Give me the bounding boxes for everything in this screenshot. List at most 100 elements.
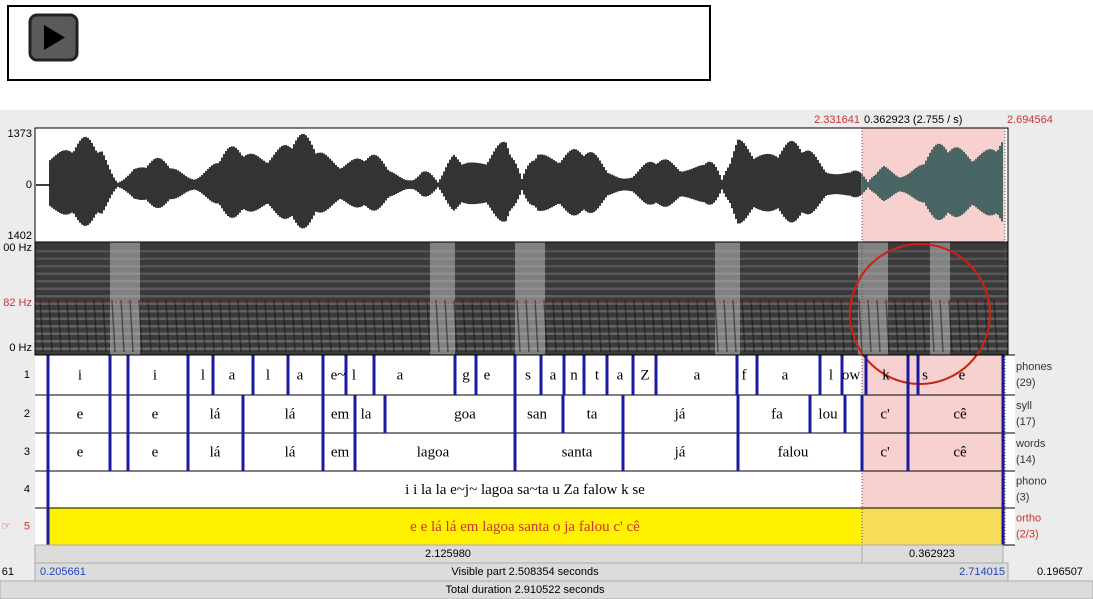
spectrogram-cursor: 82 Hz bbox=[3, 297, 32, 309]
boundary bbox=[322, 355, 325, 395]
boundary bbox=[127, 433, 130, 471]
boundary bbox=[1002, 508, 1005, 545]
boundary bbox=[242, 433, 245, 471]
interval-label: Z bbox=[640, 367, 649, 383]
interval-label: e bbox=[77, 444, 84, 460]
boundary bbox=[622, 433, 625, 471]
boundary bbox=[632, 355, 635, 395]
boundary bbox=[47, 395, 50, 433]
interval-label: e bbox=[484, 367, 491, 383]
interval-label: i i la la e~j~ lagoa sa~ta u Za falow k … bbox=[405, 482, 645, 498]
interval-label: l bbox=[201, 367, 205, 383]
visible-part: Visible part 2.508354 seconds bbox=[451, 566, 599, 578]
interval-label: falou bbox=[778, 444, 809, 460]
boundary bbox=[109, 433, 112, 471]
editor: 2.331641 0.362923 (2.755 / s) 2.694564 1… bbox=[0, 0, 1093, 599]
tier-count: (14) bbox=[1016, 454, 1036, 466]
boundary bbox=[47, 433, 50, 471]
tier-name: syll bbox=[1016, 400, 1032, 412]
current-tier-selection bbox=[862, 508, 1003, 545]
interval-label: l bbox=[352, 367, 356, 383]
boundary bbox=[622, 395, 625, 433]
total-duration: Total duration 2.910522 seconds bbox=[445, 584, 605, 596]
interval-label: i bbox=[153, 367, 157, 383]
boundary bbox=[819, 355, 822, 395]
interval-label: l bbox=[266, 367, 270, 383]
interval-label: e bbox=[152, 444, 159, 460]
interval-label: e bbox=[959, 367, 966, 383]
waveform-zero: 0 bbox=[26, 179, 32, 191]
interval-label: e e lá lá em lagoa santa o ja falou c' c… bbox=[410, 519, 640, 535]
boundary bbox=[917, 355, 920, 395]
spectrogram-min: 0 Hz bbox=[9, 342, 32, 354]
window-end: 2.714015 bbox=[959, 566, 1005, 578]
interval-label: lá bbox=[210, 444, 221, 460]
boundary bbox=[563, 355, 566, 395]
interval-label: cê bbox=[953, 406, 967, 422]
tier-number: 5 bbox=[24, 520, 30, 532]
boundary bbox=[907, 433, 910, 471]
boundary bbox=[907, 355, 910, 395]
boundary bbox=[109, 395, 112, 433]
boundary bbox=[756, 355, 759, 395]
boundary bbox=[736, 355, 739, 395]
selection-info: 0.362923 (2.755 / s) bbox=[864, 114, 962, 126]
interval-label: ow bbox=[842, 367, 861, 383]
interval-label: la bbox=[361, 406, 372, 422]
boundary bbox=[322, 395, 325, 433]
boundary bbox=[212, 355, 215, 395]
boundary bbox=[655, 355, 658, 395]
boundary bbox=[737, 433, 740, 471]
tier-number: 1 bbox=[24, 369, 30, 381]
interval-label: santa bbox=[562, 444, 593, 460]
interval-label: c' bbox=[880, 406, 890, 422]
boundary bbox=[47, 508, 50, 545]
interval-label: n bbox=[570, 367, 578, 383]
boundary bbox=[47, 355, 50, 395]
boundary bbox=[844, 395, 847, 433]
interval-label: fa bbox=[771, 406, 783, 422]
waveform-min: 1402 bbox=[8, 230, 32, 242]
interval-label: e bbox=[77, 406, 84, 422]
interval-label: já bbox=[674, 444, 686, 460]
boundary bbox=[514, 355, 517, 395]
selection-end: 2.694564 bbox=[1007, 114, 1053, 126]
boundary bbox=[861, 433, 864, 471]
boundary bbox=[354, 395, 357, 433]
window-start: 0.205661 bbox=[40, 566, 86, 578]
interval-label: lou bbox=[818, 406, 838, 422]
interval-label: goa bbox=[454, 406, 476, 422]
boundary bbox=[287, 355, 290, 395]
boundary bbox=[809, 395, 812, 433]
interval-label: já bbox=[674, 406, 686, 422]
fricative-noise bbox=[715, 242, 740, 355]
interval-label: em bbox=[331, 444, 350, 460]
interval-label: k bbox=[882, 367, 890, 383]
tier-name: words bbox=[1015, 438, 1046, 450]
interval-label: a bbox=[397, 367, 404, 383]
selection-duration: 0.362923 bbox=[909, 548, 955, 560]
interval-label: a bbox=[617, 367, 624, 383]
boundary bbox=[514, 433, 517, 471]
tier-count: (3) bbox=[1016, 491, 1029, 503]
interval-label: lá bbox=[285, 444, 296, 460]
interval-label: s bbox=[922, 367, 928, 383]
boundary bbox=[540, 355, 543, 395]
interval-label: a bbox=[297, 367, 304, 383]
right-remainder: 0.196507 bbox=[1037, 566, 1083, 578]
spectrogram-max: 00 Hz bbox=[3, 242, 32, 254]
player-box bbox=[8, 6, 710, 80]
boundary bbox=[454, 355, 457, 395]
interval-label: lagoa bbox=[417, 444, 450, 460]
boundary bbox=[127, 355, 130, 395]
interval-label: e~ bbox=[331, 367, 346, 383]
left-edge: 61 bbox=[2, 566, 14, 578]
boundary bbox=[384, 395, 387, 433]
interval-label: san bbox=[527, 406, 547, 422]
interval-label: c' bbox=[880, 444, 890, 460]
boundary bbox=[1002, 355, 1005, 395]
tier-number: 2 bbox=[24, 408, 30, 420]
boundary bbox=[322, 433, 325, 471]
boundary bbox=[127, 395, 130, 433]
interval-label: f bbox=[742, 367, 747, 383]
